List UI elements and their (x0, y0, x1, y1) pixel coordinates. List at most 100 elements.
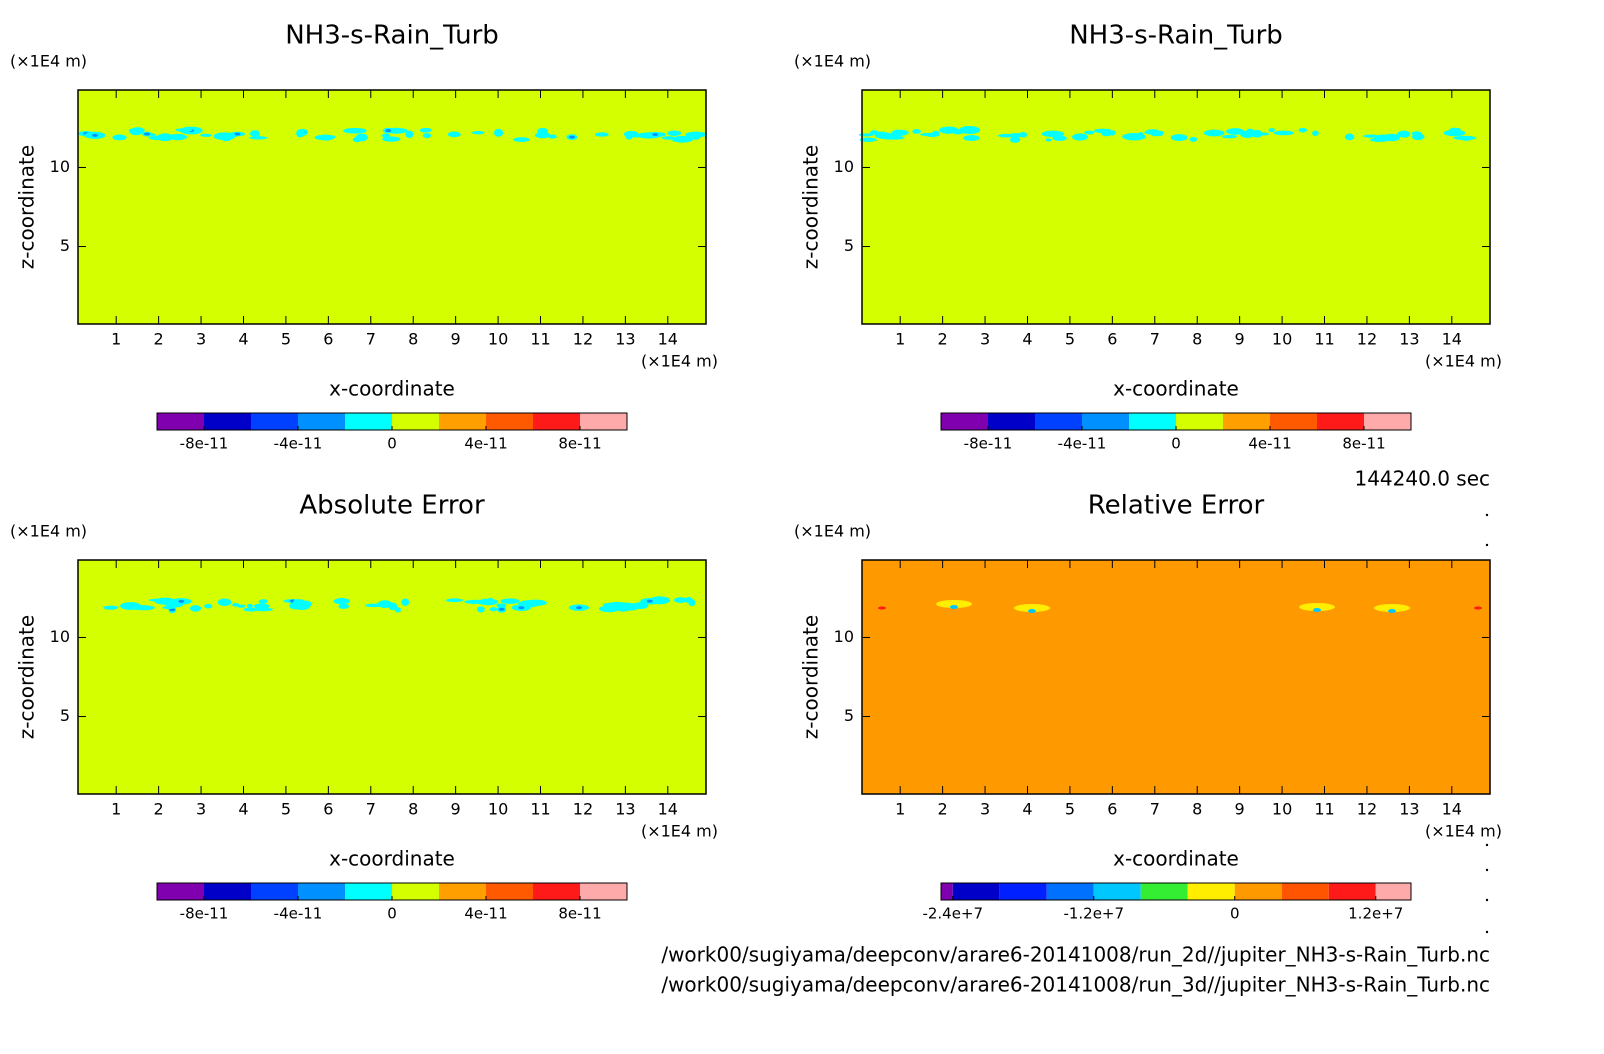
colorbar-segment (988, 413, 1035, 430)
contour-blob (1240, 130, 1255, 138)
y-tick-label: 5 (60, 236, 70, 255)
plot-frame (861, 559, 1491, 795)
contour-blob (1273, 130, 1295, 136)
contour-blob (1045, 138, 1052, 142)
x-tick-label: 3 (980, 800, 990, 819)
contour-blob (419, 127, 432, 133)
contour-blob (1298, 127, 1307, 133)
contour-blob (1150, 132, 1164, 137)
colorbar-segment (1317, 413, 1364, 430)
x-tick-label: 3 (196, 330, 206, 349)
colorbar-tick-label: -8e-11 (964, 435, 1013, 453)
colorbar-tick-label: 4e-11 (1248, 435, 1291, 453)
colorbar-tick-label: 1.2e+7 (1348, 905, 1403, 923)
contour-blob (132, 605, 155, 611)
contour-blob (646, 599, 653, 603)
x-unit: (×1E4 m) (1425, 352, 1502, 371)
contour-blob (1248, 132, 1270, 136)
x-tick-label: 11 (1314, 800, 1334, 819)
colorbar-segment (486, 413, 533, 430)
contour-blob (1299, 603, 1335, 611)
contour-blob (258, 599, 268, 604)
colorbar-tick-label: 8e-11 (558, 435, 601, 453)
x-tick-label: 9 (1235, 330, 1245, 349)
contour-blob (189, 605, 202, 612)
colorbar-tick-label: -8e-11 (180, 905, 229, 923)
x-tick-label: 11 (530, 330, 550, 349)
contour-blob (489, 607, 498, 612)
x-tick-label: 6 (323, 330, 333, 349)
chart-title: NH3-s-Rain_Turb (285, 21, 499, 51)
contour-blob (1072, 133, 1089, 141)
contour-blob (494, 128, 504, 137)
contour-blob (217, 598, 232, 606)
contour-blob (178, 599, 185, 603)
x-tick-label: 3 (980, 330, 990, 349)
colorbar-tick-label: 0 (1230, 905, 1240, 923)
y-axis-label: z-coordinate (15, 615, 39, 739)
contour-blob (878, 606, 886, 610)
x-tick-label: 12 (573, 800, 593, 819)
colorbar-tick-label: 4e-11 (464, 905, 507, 923)
contour-blob (893, 129, 909, 136)
colorbar-segment (1234, 883, 1282, 900)
x-axis-label: x-coordinate (329, 377, 455, 401)
contour-blob (1397, 130, 1411, 138)
colorbar-tick-label: 0 (387, 435, 397, 453)
contour-field (78, 560, 706, 794)
colorbar-segment (533, 413, 580, 430)
x-tick-label: 7 (1150, 330, 1160, 349)
contour-blob (912, 129, 921, 134)
chart-title: Absolute Error (299, 491, 485, 521)
contour-blob (1412, 133, 1425, 141)
x-tick-label: 1 (895, 330, 905, 349)
contour-features (878, 600, 1482, 613)
colorbar-segment (580, 883, 627, 900)
colorbar-tick-label: 4e-11 (464, 435, 507, 453)
y-axis-label: z-coordinate (799, 145, 823, 269)
x-tick-label: 2 (938, 800, 948, 819)
contour-blob (1226, 128, 1245, 135)
contour-blob (1121, 135, 1142, 139)
x-tick-label: 5 (1065, 800, 1075, 819)
contour-blob (936, 600, 972, 608)
x-tick-label: 2 (938, 330, 948, 349)
contour-blob (1203, 129, 1225, 137)
contour-blob (673, 597, 688, 603)
colorbar-tick-label: 8e-11 (1342, 435, 1385, 453)
plot-frame (77, 89, 707, 325)
contour-blob (496, 603, 507, 608)
colorbar-segment (486, 883, 533, 900)
colorbar-segment (1223, 413, 1270, 430)
contour-blob (1014, 604, 1050, 612)
colorbar-segment (1035, 413, 1082, 430)
contour-blob (333, 598, 351, 605)
x-axis-label: x-coordinate (1113, 377, 1239, 401)
contour-blob (1009, 136, 1021, 143)
contour-blob (168, 133, 188, 141)
contour-blob (1313, 608, 1321, 612)
contour-blob (200, 133, 212, 137)
y-tick-label: 5 (60, 706, 70, 725)
contour-blob (1344, 133, 1355, 141)
contour-blob (500, 598, 520, 604)
contour-blob (234, 132, 241, 136)
colorbar-frame (940, 882, 1412, 901)
colorbar-segment (1129, 413, 1176, 430)
chart-title: Relative Error (1088, 491, 1265, 521)
contour-blob (162, 605, 175, 610)
contour-blob (518, 606, 525, 610)
x-tick-label: 10 (1272, 800, 1292, 819)
colorbar-tick-label: -2.4e+7 (922, 905, 983, 923)
file-path: /work00/sugiyama/deepconv/arare6-2014100… (661, 943, 1490, 967)
colorbar-tick-label: 0 (387, 905, 397, 923)
contour-blob (963, 134, 980, 141)
file-path: /work00/sugiyama/deepconv/arare6-2014100… (661, 973, 1490, 997)
contour-blob (1189, 137, 1198, 142)
contour-blob (1474, 606, 1482, 610)
x-tick-label: 5 (281, 800, 291, 819)
plot-frame (77, 559, 707, 795)
contour-blob (920, 132, 940, 137)
y-tick-label: 5 (844, 706, 854, 725)
